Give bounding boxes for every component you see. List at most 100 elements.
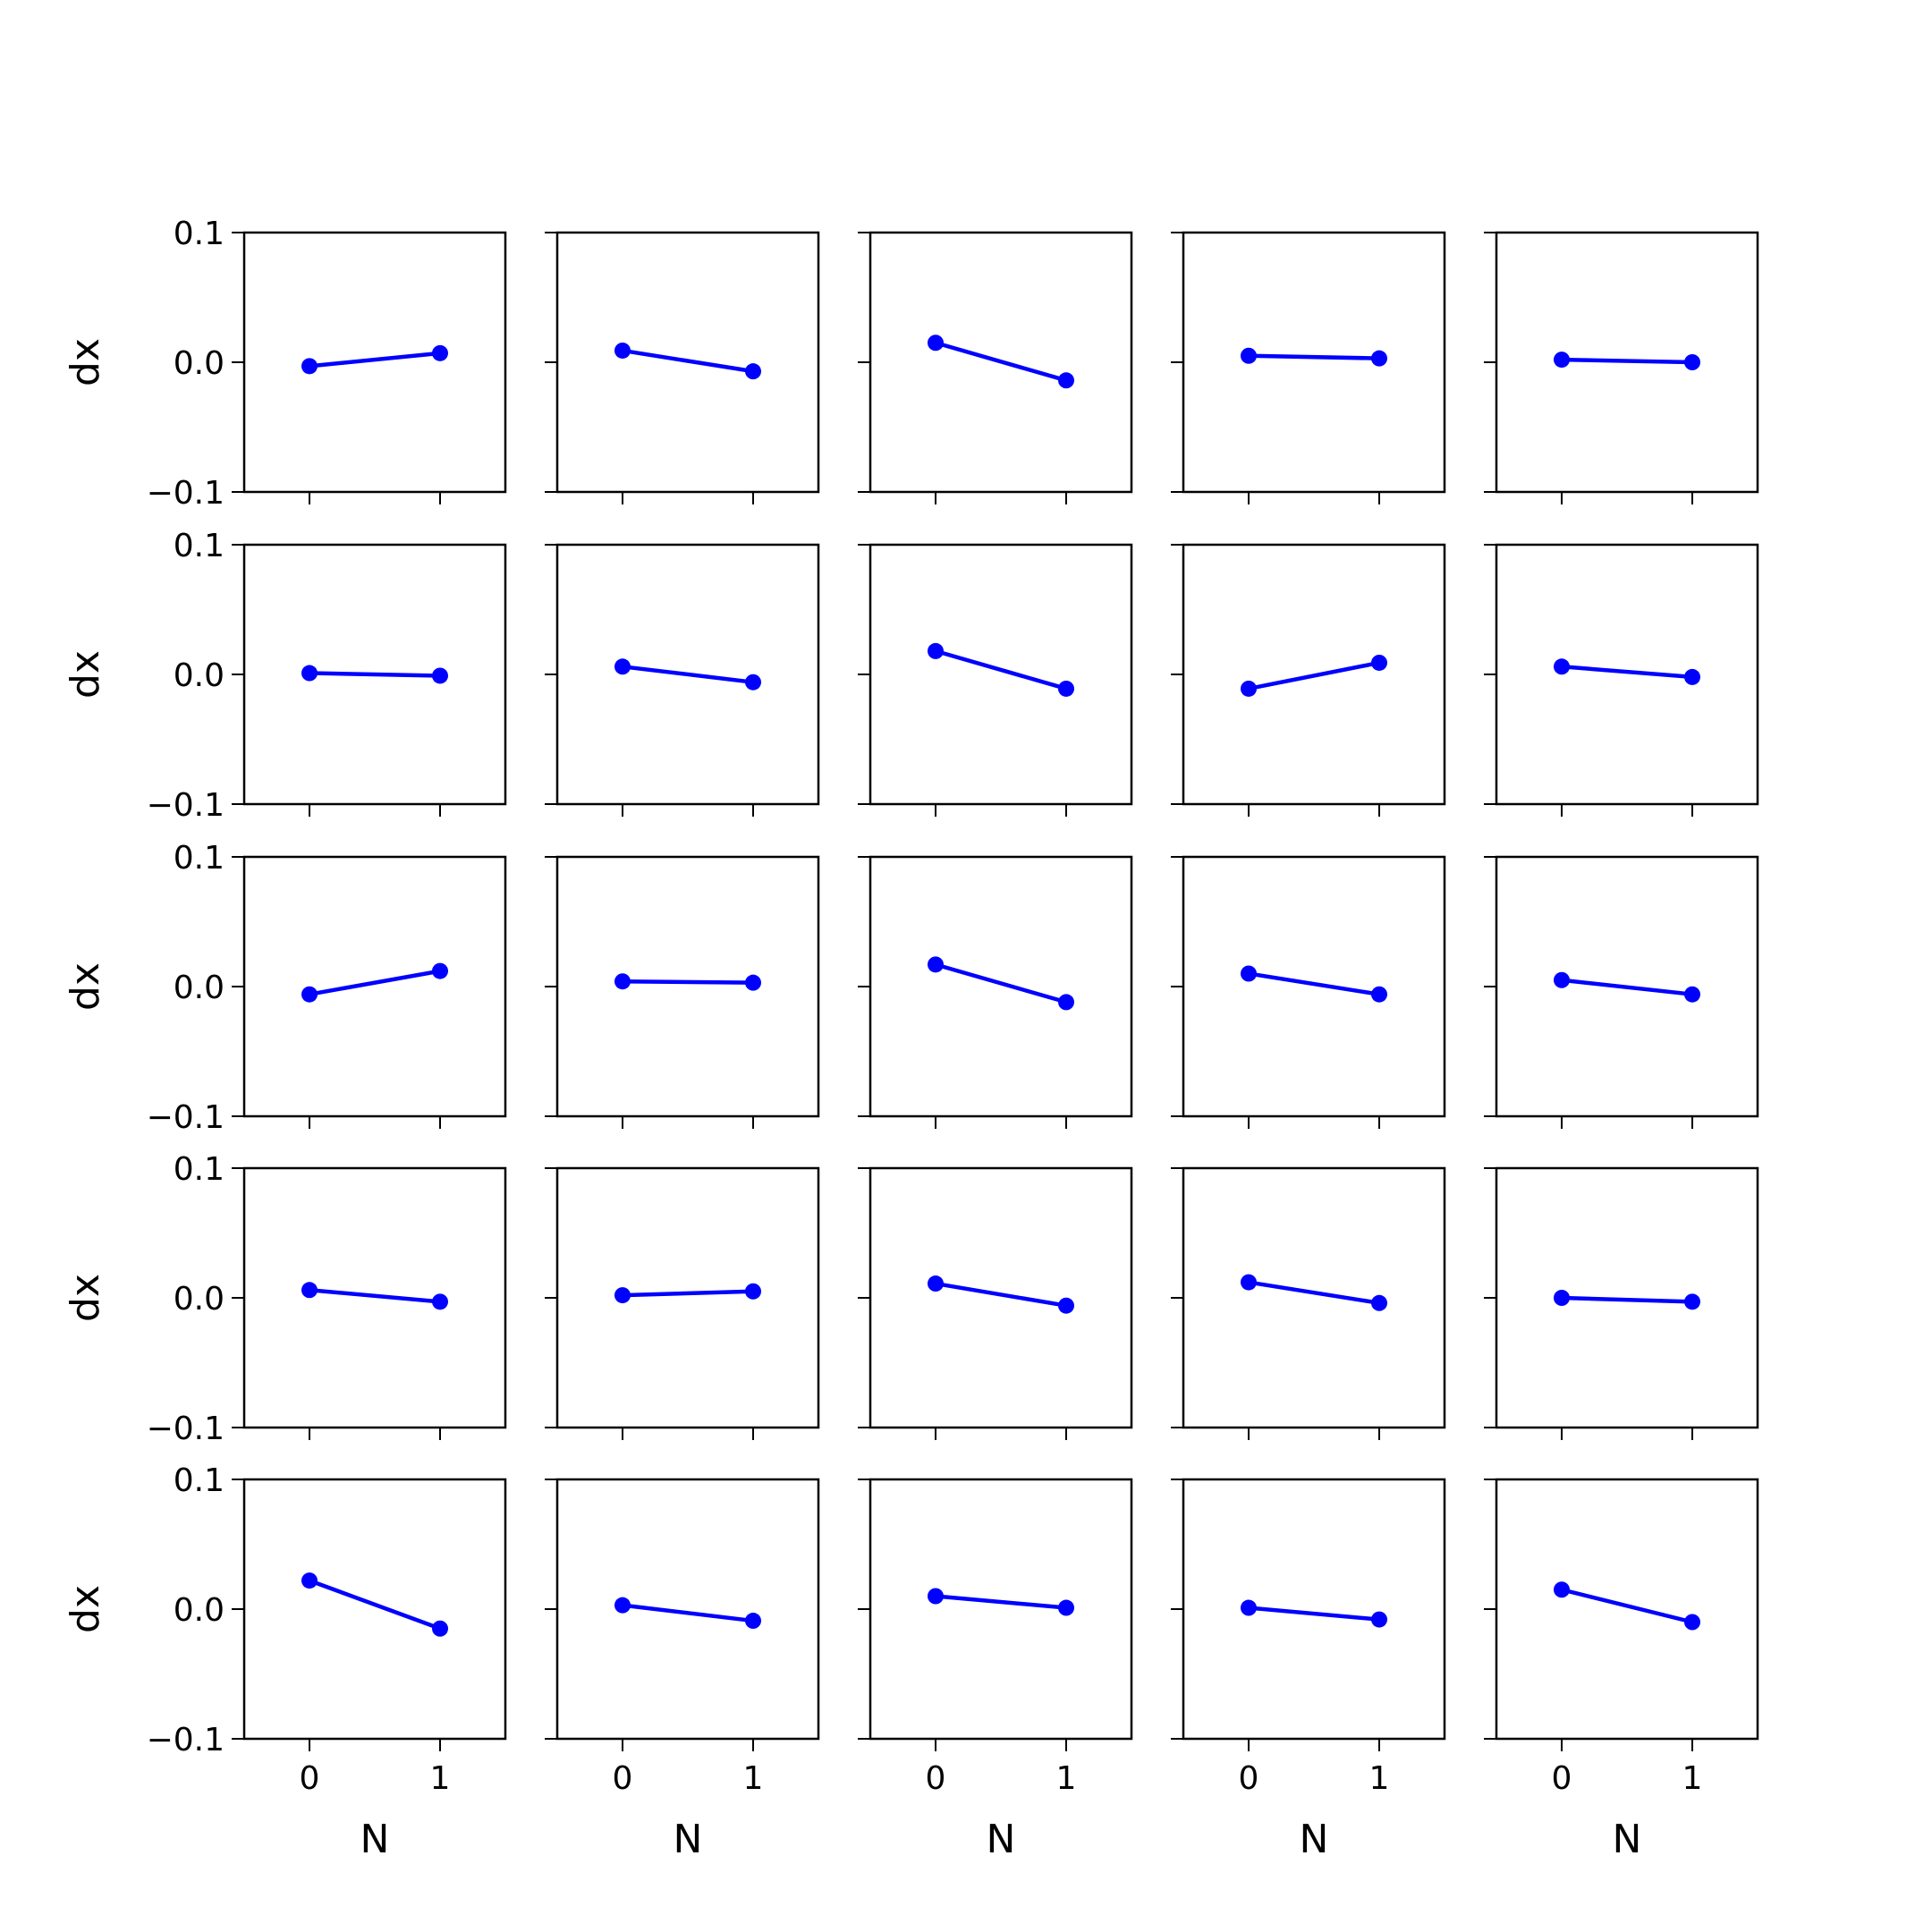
subplot-r4-c3 — [858, 1166, 1133, 1440]
data-point — [928, 956, 944, 973]
y-axis-label: dx — [63, 1585, 108, 1633]
data-point — [745, 1283, 761, 1300]
subplot-panels: 0.10.0−0.1dx0.10.0−0.1dx0.10.0−0.1dx0.10… — [63, 216, 1759, 1862]
subplot-r2-c5 — [1484, 543, 1759, 817]
x-axis-label: N — [1300, 1817, 1329, 1862]
x-tick-label: 1 — [1056, 1760, 1077, 1797]
series-line — [935, 341, 1067, 383]
series-line — [935, 1281, 1067, 1308]
subplot-r2-c1: 0.1 0.0 −0.1 dx — [63, 528, 507, 824]
x-tick-label: 0 — [300, 1760, 320, 1797]
data-point — [1684, 986, 1700, 1003]
x-tick-label: 1 — [430, 1760, 451, 1797]
data-point — [745, 1613, 761, 1630]
data-point — [1371, 350, 1387, 367]
x-tick-label: 1 — [743, 1760, 764, 1797]
series-line — [935, 1594, 1067, 1610]
subplot-r5-c2: 0 1 N — [545, 1478, 820, 1862]
x-axis-label: N — [360, 1817, 390, 1862]
data-point — [432, 667, 448, 684]
data-point — [1241, 1274, 1257, 1291]
subplot-r3-c5 — [1484, 855, 1759, 1129]
subplot-r2-c3 — [858, 543, 1133, 817]
data-point — [928, 335, 944, 352]
y-tick-label: −0.1 — [147, 1722, 225, 1758]
y-axis-label: dx — [63, 1274, 108, 1322]
y-tick-label: 0.1 — [174, 528, 225, 564]
subplot-r4-c4 — [1171, 1166, 1446, 1440]
data-point — [614, 1287, 631, 1304]
data-point — [1058, 680, 1074, 697]
y-tick-label: 0.0 — [174, 345, 225, 382]
x-tick-label: 1 — [1682, 1760, 1703, 1797]
y-tick-label: −0.1 — [147, 787, 225, 824]
data-point — [614, 342, 631, 359]
y-tick-label: 0.0 — [174, 1592, 225, 1629]
data-point — [1371, 1294, 1387, 1311]
series-line — [622, 1289, 754, 1298]
subplot-r4-c2 — [545, 1166, 820, 1440]
y-tick-label: −0.1 — [147, 1099, 225, 1136]
y-tick-label: 0.1 — [174, 840, 225, 877]
y-tick-label: 0.1 — [174, 216, 225, 252]
series-line — [1248, 1606, 1380, 1622]
series-line — [622, 665, 754, 684]
series-line — [309, 1288, 441, 1304]
data-point — [1371, 654, 1387, 671]
data-point — [1241, 965, 1257, 982]
subplot-r4-c5 — [1484, 1166, 1759, 1440]
data-point — [1371, 1611, 1387, 1628]
y-tick-label: −0.1 — [147, 1411, 225, 1447]
y-tick-label: 0.0 — [174, 657, 225, 694]
data-point — [928, 1588, 944, 1605]
subplot-r3-c4 — [1171, 855, 1446, 1129]
data-point — [745, 674, 761, 691]
data-point — [432, 1620, 448, 1637]
y-tick-label: 0.1 — [174, 1151, 225, 1188]
x-tick-label: 0 — [926, 1760, 946, 1797]
data-point — [1554, 1581, 1570, 1598]
data-point — [301, 358, 318, 375]
series-line — [1561, 1295, 1693, 1304]
subplot-r5-c1: 0.1 0.0 −0.1 0 1 dx N — [63, 1462, 507, 1862]
series-line — [1561, 978, 1693, 996]
data-point — [1058, 372, 1074, 389]
series-line — [309, 1578, 441, 1631]
x-tick-label: 0 — [1239, 1760, 1259, 1797]
data-point — [1058, 994, 1074, 1011]
y-tick-label: 0.0 — [174, 1281, 225, 1318]
x-axis-label: N — [1613, 1817, 1642, 1862]
data-point — [1684, 354, 1700, 370]
y-axis-label: dx — [63, 338, 108, 386]
subplot-r1-c4 — [1171, 231, 1446, 504]
data-point — [928, 642, 944, 659]
data-point — [1241, 1599, 1257, 1616]
series-line — [622, 979, 754, 985]
subplot-r3-c3 — [858, 855, 1133, 1129]
x-tick-label: 1 — [1369, 1760, 1390, 1797]
series-line — [1561, 1588, 1693, 1624]
data-point — [1554, 971, 1570, 988]
x-tick-label: 0 — [1552, 1760, 1572, 1797]
y-axis-label: dx — [63, 650, 108, 699]
data-point — [1241, 680, 1257, 697]
series-line — [1248, 971, 1380, 996]
data-point — [301, 665, 318, 682]
series-line — [1561, 357, 1693, 365]
series-line — [935, 962, 1067, 1004]
y-tick-label: 0.0 — [174, 970, 225, 1006]
data-point — [301, 986, 318, 1003]
data-point — [1684, 668, 1700, 685]
data-point — [432, 344, 448, 361]
data-point — [1371, 986, 1387, 1003]
subplot-r2-c4 — [1171, 543, 1446, 817]
data-point — [1554, 658, 1570, 675]
data-point — [614, 658, 631, 675]
data-point — [614, 1597, 631, 1614]
x-axis-label: N — [674, 1817, 703, 1862]
data-point — [301, 1572, 318, 1589]
data-point — [928, 1275, 944, 1292]
x-tick-label: 0 — [613, 1760, 633, 1797]
